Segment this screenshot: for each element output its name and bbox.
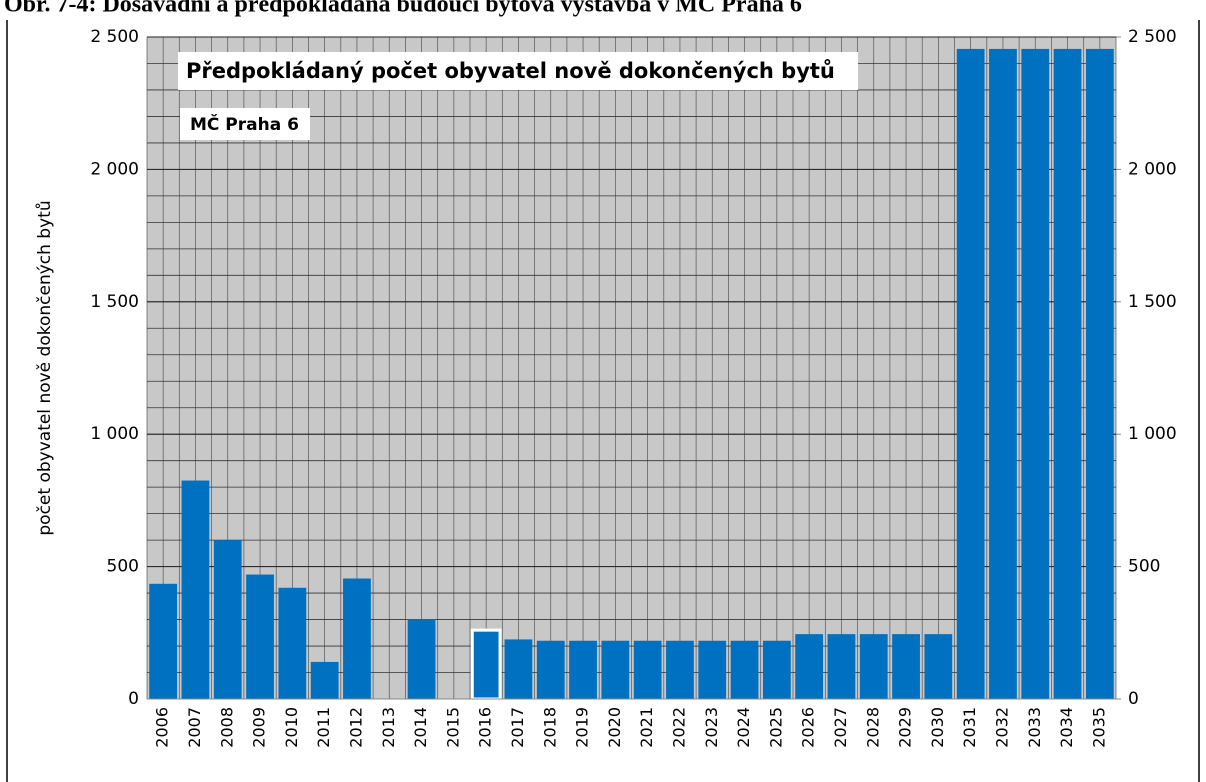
x-tick-label: 2021 [637, 707, 656, 748]
bar [569, 640, 597, 699]
bar [1053, 48, 1082, 699]
y2-tick-label: 1 500 [1128, 292, 1177, 312]
x-tick-label: 2030 [928, 707, 947, 748]
x-tick-label: 2016 [476, 707, 495, 748]
x-tick-label: 2025 [766, 707, 785, 748]
y2-tick-label: 1 000 [1128, 424, 1177, 444]
bar [666, 640, 694, 699]
y-tick-label: 2 000 [90, 159, 139, 179]
x-tick-label: 2010 [282, 707, 301, 748]
bar [827, 634, 856, 699]
x-tick-label: 2024 [734, 707, 753, 748]
bars [149, 48, 1114, 701]
y-axis-label: počet obyvatel nově dokončených bytů [35, 200, 55, 535]
bar [989, 48, 1017, 699]
annotation: MČ Praha 6 [190, 113, 299, 135]
y-tick-label: 1 500 [90, 292, 139, 312]
bar [924, 634, 953, 699]
x-tick-label: 2023 [702, 707, 721, 748]
x-tick-label: 2022 [669, 707, 688, 748]
bar [633, 640, 662, 699]
x-tick-label: 2034 [1057, 707, 1076, 748]
bar [601, 640, 630, 699]
bar [892, 634, 920, 699]
bar [246, 574, 274, 699]
bar [1021, 48, 1050, 699]
annotation-box [178, 52, 858, 90]
bar [470, 628, 502, 701]
x-tick-label: 2018 [540, 707, 559, 748]
x-tick-label: 2035 [1089, 707, 1108, 748]
bar [956, 48, 985, 699]
bar [310, 661, 339, 699]
x-tick-label: 2032 [992, 707, 1011, 748]
x-tick-label: 2019 [573, 707, 592, 748]
x-tick-label: 2013 [379, 707, 398, 748]
y-tick-label: 1 000 [90, 424, 139, 444]
annotation-box [180, 108, 310, 140]
y2-tick-label: 500 [1128, 557, 1160, 577]
x-tick-label: 2008 [217, 707, 236, 748]
bar [407, 619, 436, 699]
x-tick-label: 2028 [863, 707, 882, 748]
x-tick-label: 2014 [411, 707, 430, 748]
bar [181, 480, 210, 699]
x-tick-label: 2011 [314, 707, 333, 748]
x-tick-label: 2006 [153, 707, 172, 748]
x-tick-label: 2033 [1025, 707, 1044, 748]
bar [859, 634, 888, 699]
y-tick-label: 2 500 [90, 27, 139, 47]
bar [698, 640, 727, 699]
annotation: Předpokládaný počet obyvatel nově dokonč… [186, 59, 835, 83]
chart-title: Obr. 7-4: Dosavadní a předpokládaná budo… [4, 0, 802, 18]
bar [762, 640, 791, 699]
x-tick-label: 2015 [443, 707, 462, 748]
bar [278, 587, 307, 699]
x-tick-label: 2031 [960, 707, 979, 748]
bar [149, 583, 178, 699]
x-tick-label: 2027 [831, 707, 850, 748]
y-tick-label: 0 [128, 689, 139, 709]
x-tick-label: 2026 [799, 707, 818, 748]
x-tick-label: 2009 [250, 707, 269, 748]
bar [213, 540, 242, 699]
bar [1085, 48, 1114, 699]
y2-tick-label: 2 500 [1128, 27, 1177, 47]
y-tick-label: 500 [107, 557, 139, 577]
y2-tick-label: 2 000 [1128, 159, 1177, 179]
x-tick-label: 2007 [185, 707, 204, 748]
bar [795, 634, 824, 699]
bar [730, 640, 759, 699]
x-tick-label: 2020 [605, 707, 624, 748]
bar [504, 639, 533, 699]
x-tick-label: 2012 [346, 707, 365, 748]
y2-tick-label: 0 [1128, 689, 1139, 709]
bar [343, 578, 371, 699]
bar [536, 640, 565, 699]
x-tick-label: 2029 [896, 707, 915, 748]
x-tick-label: 2017 [508, 707, 527, 748]
